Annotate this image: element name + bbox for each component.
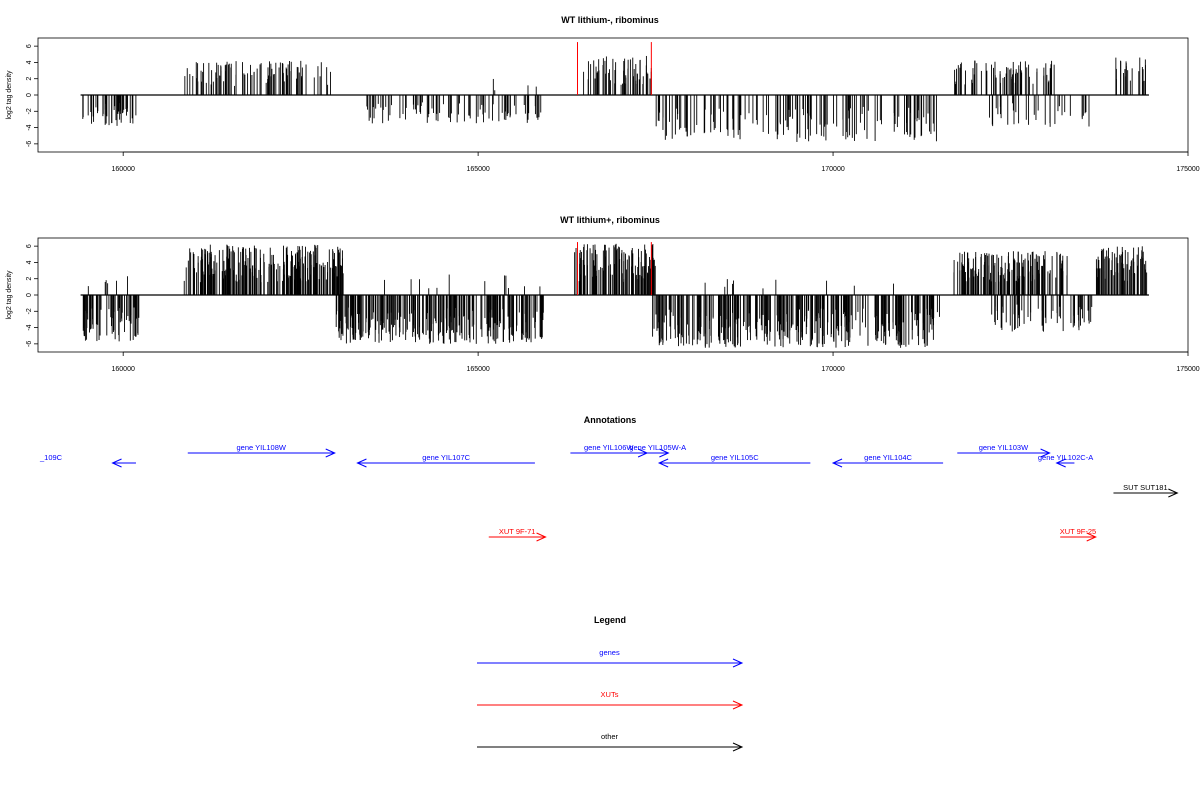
y-tick-label: 4 [26, 260, 33, 264]
annotations-track: Annotations _109C gene YIL108W gene YIL107… [39, 415, 1179, 542]
signal-bars [80, 242, 1149, 348]
x-tick-label: 175000 [1176, 166, 1199, 173]
x-axis: 160000 165000 170000 175000 [112, 351, 1200, 373]
legend-arrow [477, 742, 744, 752]
x-tick-label: 165000 [466, 366, 489, 373]
feature-arrow [647, 448, 670, 458]
x-tick-label: 160000 [112, 166, 135, 173]
feature-arrow [356, 458, 535, 468]
y-tick-label: 6 [26, 244, 33, 248]
legend-label: genes [599, 648, 620, 657]
y-tick-label: -6 [26, 341, 33, 347]
feature-label: gene YIL102C-A [1038, 453, 1093, 462]
feature-arrow [1060, 532, 1097, 542]
x-tick-label: 175000 [1176, 366, 1199, 373]
y-tick-label: 0 [26, 293, 33, 297]
x-tick-label: 170000 [821, 166, 844, 173]
feature-label: XUT 9F-71 [499, 527, 536, 536]
legend-label: other [601, 732, 619, 741]
feature-arrow [957, 448, 1051, 458]
feature-arrow [187, 448, 336, 458]
x-tick-label: 170000 [821, 366, 844, 373]
feature-arrow [111, 458, 136, 468]
feature-label: SUT SUT181 [1123, 483, 1167, 492]
legend-title: Legend [594, 615, 626, 625]
y-axis-label: log2 tag density [6, 70, 13, 120]
feature-arrow [831, 458, 944, 468]
annotations-title: Annotations [584, 415, 637, 425]
y-axis-label: log2 tag density [6, 270, 13, 320]
feature-label: gene YIL103W [979, 443, 1029, 452]
track-panel-lithium-minus: WT lithium-, ribominus 160000 165000 17000… [6, 15, 1200, 173]
y-tick-label: 4 [26, 60, 33, 64]
y-tick-label: 2 [26, 77, 33, 81]
feature-arrow [1113, 488, 1179, 498]
legend-items: genes XUTs other [477, 648, 744, 752]
feature-label: gene YIL107C [422, 453, 470, 462]
y-tick-label: -4 [26, 124, 33, 130]
feature-label: gene YIL108W [237, 443, 287, 452]
feature-label: gene YIL104C [864, 453, 912, 462]
annotation-features: _109C gene YIL108W gene YIL107C gene YIL106… [39, 443, 1179, 542]
y-tick-label: 0 [26, 93, 33, 97]
y-tick-label: -2 [26, 108, 33, 114]
y-tick-label: -6 [26, 141, 33, 147]
signal-bars [80, 42, 1149, 142]
legend-arrow [477, 700, 744, 710]
x-tick-label: 160000 [112, 366, 135, 373]
track-panel-lithium-plus: WT lithium+, ribominus 160000 165000 17000… [6, 215, 1200, 373]
legend: Legend genes XUTs other [477, 615, 744, 752]
y-axis: 6 4 2 0 -2 -4 -6 [26, 44, 38, 147]
feature-label: gene YIL105W-A [629, 443, 686, 452]
y-axis: 6 4 2 0 -2 -4 -6 [26, 244, 38, 347]
feature-label: gene YIL105C [711, 453, 759, 462]
feature-arrow [657, 458, 811, 468]
x-tick-label: 165000 [466, 166, 489, 173]
y-tick-label: 6 [26, 44, 33, 48]
feature-label: XUT 9F-25 [1060, 527, 1097, 536]
panel-title: WT lithium-, ribominus [561, 15, 659, 25]
panel-title: WT lithium+, ribominus [560, 215, 660, 225]
legend-arrow [477, 658, 744, 668]
x-axis: 160000 165000 170000 175000 [112, 151, 1200, 173]
y-tick-label: -2 [26, 308, 33, 314]
y-tick-label: -4 [26, 324, 33, 330]
legend-label: XUTs [601, 690, 619, 699]
feature-label: _109C [39, 453, 63, 462]
feature-arrow [1055, 458, 1075, 468]
y-tick-label: 2 [26, 277, 33, 281]
feature-label: gene YIL106W [584, 443, 634, 452]
feature-arrow [488, 532, 547, 542]
